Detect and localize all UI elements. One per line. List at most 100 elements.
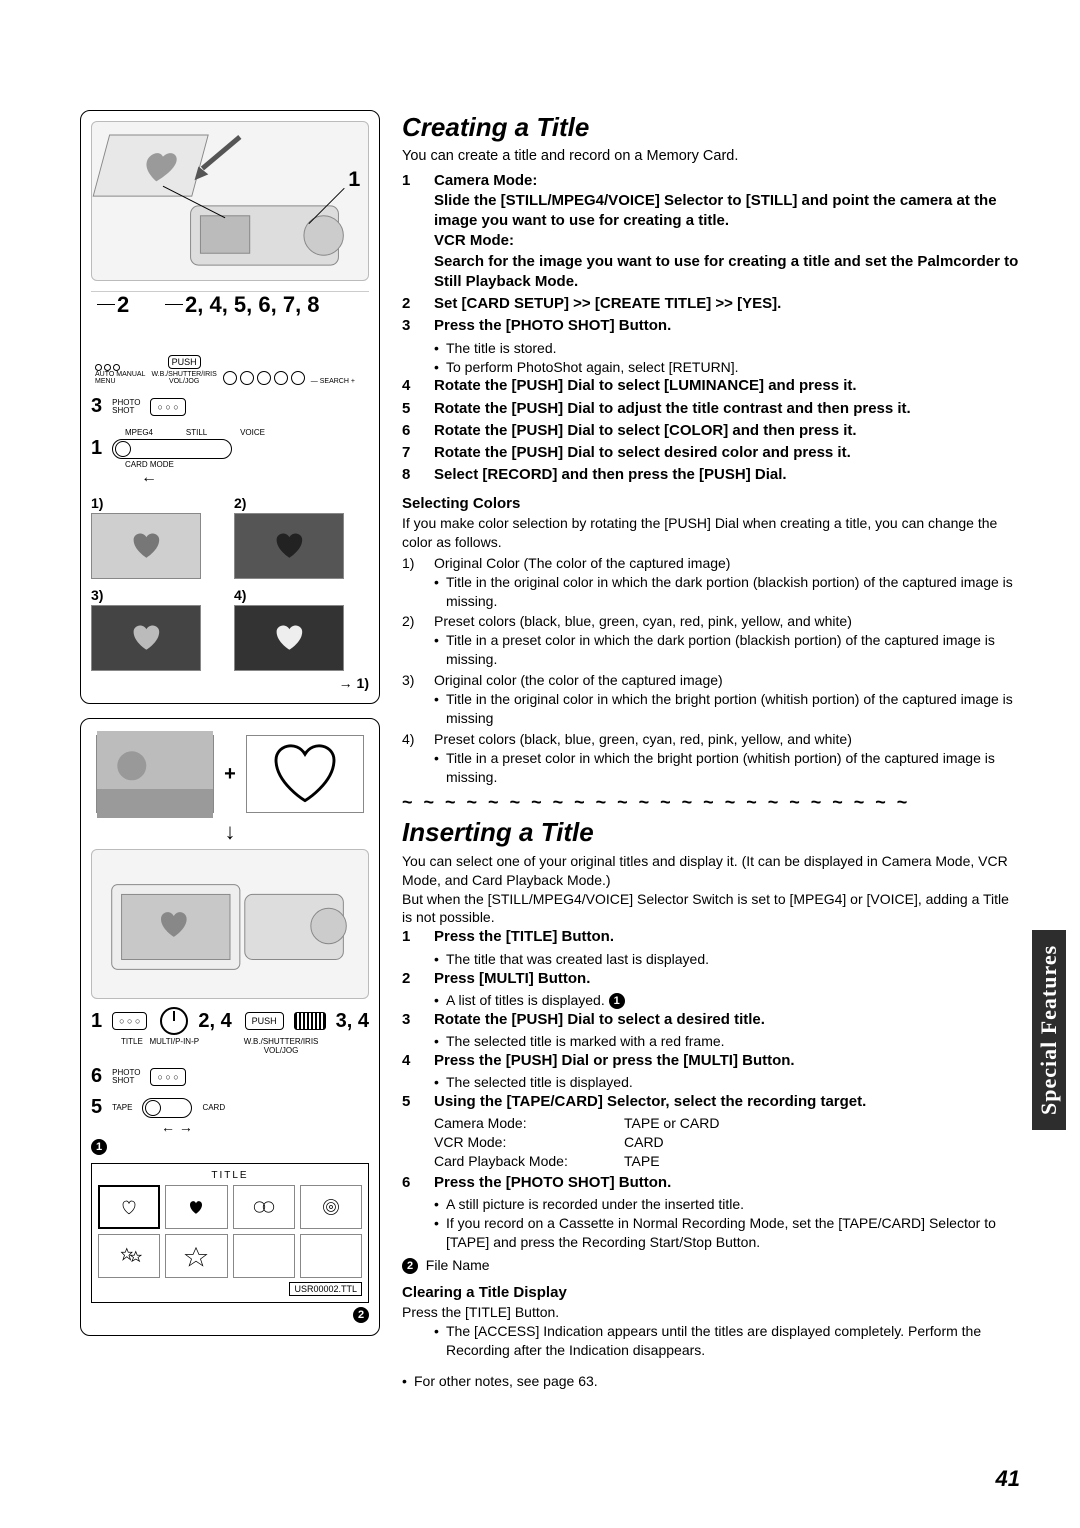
slider-icon: [294, 1012, 326, 1030]
opt-num: 1): [402, 554, 424, 573]
plus-icon: +: [224, 763, 236, 786]
step-body: Camera Mode: Slide the [STILL/MPEG4/VOIC…: [434, 171, 1020, 293]
page-number: 41: [996, 1466, 1020, 1492]
step-num: 3: [402, 1010, 420, 1030]
label-auto-manual: AUTO MANUAL: [95, 371, 145, 378]
creating-steps: 1Camera Mode: Slide the [STILL/MPEG4/VOI…: [402, 171, 1020, 337]
label-wb2: W.B./SHUTTER/IRIS VOL/JOG: [244, 1037, 319, 1055]
mode-val: TAPE: [624, 1152, 660, 1171]
step-num: 4: [402, 1051, 420, 1071]
arrow-left-icon: ←: [141, 469, 369, 487]
grid-num-4: 4): [234, 587, 246, 603]
step-body: Press the [TITLE] Button.: [434, 927, 614, 947]
badge-2: 2: [353, 1307, 369, 1323]
badge-1: 1: [91, 1139, 107, 1155]
opt-num: 2): [402, 612, 424, 631]
step-num: 6: [402, 421, 420, 441]
mode-slider-row: MPEG4 STILL VOICE 1 CARD MODE ←: [91, 428, 369, 487]
mode-val: TAPE or CARD: [624, 1114, 719, 1133]
step-body: Rotate the [PUSH] Dial to adjust the tit…: [434, 399, 911, 419]
step-body: Press the [PUSH] Dial or press the [MULT…: [434, 1051, 795, 1071]
inserting-steps: 1Press the [TITLE] Button.The title that…: [402, 927, 1020, 1112]
other-notes: For other notes, see page 63.: [402, 1372, 1020, 1391]
opt-detail: Title in the original color in which the…: [434, 690, 1020, 728]
arrow-down-icon: ↓: [91, 821, 369, 843]
callout-i5: 5: [91, 1096, 102, 1119]
opt-title: Original Color (The color of the capture…: [434, 554, 730, 573]
opt-num: 4): [402, 730, 424, 749]
title-multi-button-icon: ○ ○ ○: [112, 1012, 147, 1030]
opt-title: Preset colors (black, blue, green, cyan,…: [434, 730, 852, 749]
clearing-bullet: The [ACCESS] Indication appears until th…: [434, 1322, 1020, 1360]
figure-panel-inserting: + ↓ 1 ○ ○ ○: [80, 718, 380, 1336]
step-body: Press the [PHOTO SHOT] Button.: [434, 316, 671, 336]
step-body: Press the [PHOTO SHOT] Button.: [434, 1173, 671, 1193]
label-cardmode: CARD MODE: [125, 460, 369, 469]
grid-thumb-3: [91, 605, 201, 671]
grid-num-2: 2): [234, 495, 246, 511]
grid-thumb-4: [234, 605, 344, 671]
note-item: The selected title is marked with a red …: [434, 1032, 1020, 1051]
callout-i1: 1: [91, 1010, 102, 1033]
step-num: 5: [402, 1092, 420, 1112]
label-photo-shot-2: PHOTO SHOT: [112, 1069, 140, 1085]
filename-label: File Name: [426, 1257, 490, 1273]
badge-2-ref: 2: [402, 1258, 418, 1274]
callout-i24: 2, 4: [198, 1010, 231, 1033]
mode-val: CARD: [624, 1133, 664, 1152]
step-body: Using the [TAPE/CARD] Selector, select t…: [434, 1092, 866, 1112]
insert-control-row-1: 1 ○ ○ ○ 2, 4 PUSH 3, 4: [91, 1007, 369, 1035]
mode-key: Camera Mode:: [434, 1114, 624, 1133]
step-num: 3: [402, 316, 420, 336]
opt-detail: Title in a preset color in which the bri…: [434, 749, 1020, 787]
grid-thumb-1: [91, 513, 201, 579]
grid-num-3: 3): [91, 587, 103, 603]
after-step-3: The title is stored. To perform PhotoSho…: [434, 339, 1020, 377]
label-photo-shot: PHOTO SHOT: [112, 399, 140, 415]
tapecard-row: 5 TAPE CARD: [91, 1096, 369, 1119]
recording-modes: Camera Mode:TAPE or CARD VCR Mode:CARD C…: [434, 1114, 1020, 1171]
camera-drawing-2: [91, 849, 369, 999]
step-body: Rotate the [PUSH] Dial to select a desir…: [434, 1010, 765, 1030]
badge-1-ref: 1: [609, 993, 625, 1009]
callout-i6: 6: [91, 1065, 102, 1088]
camera-drawing-1: 1: [91, 121, 369, 281]
label-card: CARD: [202, 1103, 225, 1112]
opt-num: 3): [402, 671, 424, 690]
label-still: STILL: [186, 428, 207, 437]
photoshot-row-2: 6 PHOTO SHOT ○ ○ ○: [91, 1065, 369, 1088]
grid-num-1: 1): [91, 495, 103, 511]
creating-intro: You can create a title and record on a M…: [402, 147, 1020, 167]
step-body: Select [RECORD] and then press the [PUSH…: [434, 465, 787, 485]
note-item: The title is stored.: [434, 339, 1020, 358]
figure-panel-creating: 1 2 2, 4, 5, 6, 7, 8: [80, 110, 380, 704]
heading-creating: Creating a Title: [402, 110, 1020, 145]
source-thumb: [96, 735, 214, 813]
step-body: Rotate the [PUSH] Dial to select desired…: [434, 443, 851, 463]
inserting-intro-1: You can select one of your original titl…: [402, 852, 1020, 890]
mode-key: Card Playback Mode:: [434, 1152, 624, 1171]
push-button-icon: PUSH: [245, 1012, 284, 1030]
dial-icon: [160, 1007, 188, 1035]
note-item: A still picture is recorded under the in…: [434, 1195, 1020, 1214]
note-item: A list of titles is displayed. 1: [434, 991, 1020, 1010]
inserting-intro-2: But when the [STILL/MPEG4/VOICE] Selecto…: [402, 890, 1020, 928]
title-select-screen: TITLE USR00002.TTL: [91, 1163, 369, 1303]
step-body: Press [MULTI] Button.: [434, 969, 590, 989]
title-thumb: [246, 735, 364, 813]
separator: ~ ~ ~ ~ ~ ~ ~ ~ ~ ~ ~ ~ ~ ~ ~ ~ ~ ~ ~ ~ …: [402, 790, 1020, 814]
color-cycle-grid: 1) 2) 3) 4): [91, 495, 369, 671]
opt-title: Original color (the color of the capture…: [434, 671, 723, 690]
step-body: Set [CARD SETUP] >> [CREATE TITLE] >> [Y…: [434, 294, 781, 314]
note-item: To perform PhotoShot again, select [RETU…: [434, 358, 1020, 377]
selecting-colors-head: Selecting Colors: [402, 494, 1020, 514]
step-num: 5: [402, 399, 420, 419]
figure-column: 1 2 2, 4, 5, 6, 7, 8: [80, 110, 380, 1390]
label-tape: TAPE: [112, 1103, 132, 1112]
step-num: 6: [402, 1173, 420, 1193]
label-title: TITLE: [121, 1037, 143, 1046]
callout-2: 2: [117, 292, 129, 318]
step-num: 2: [402, 294, 420, 314]
step-num: 2: [402, 969, 420, 989]
label-voice: VOICE: [240, 428, 265, 437]
